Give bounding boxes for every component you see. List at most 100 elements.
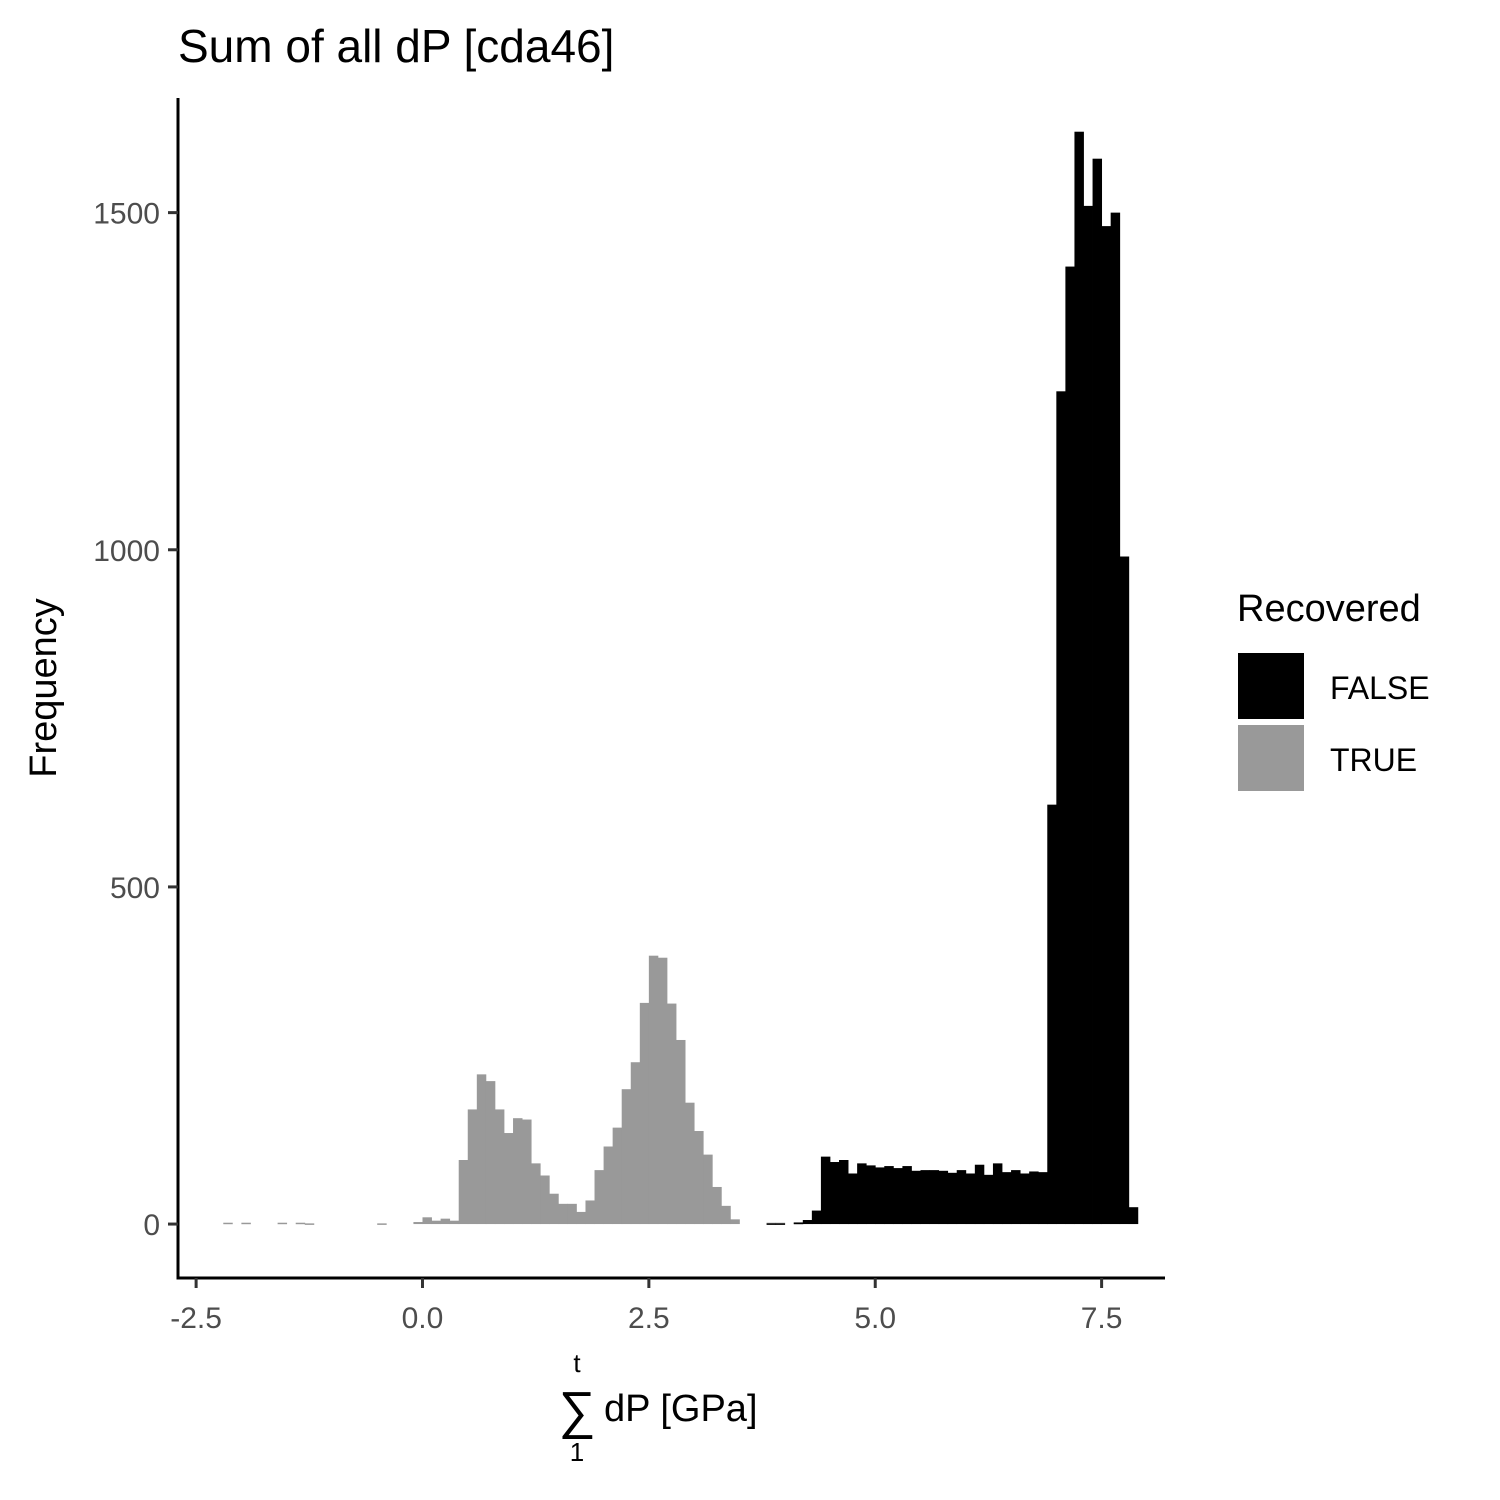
histogram-bar-false — [1002, 1172, 1012, 1225]
histogram-bar-false — [1101, 226, 1112, 1225]
histogram-bar-false — [884, 1166, 894, 1225]
histogram-bar-true — [703, 1154, 713, 1225]
histogram-bar-false — [811, 1210, 822, 1225]
x-tick-label: 2.5 — [628, 1302, 670, 1335]
histogram-bar-false — [1020, 1173, 1030, 1225]
histogram-bar-false — [947, 1172, 958, 1225]
legend-label-true: TRUE — [1330, 742, 1417, 778]
x-axis-sum-lower-limit: 1 — [570, 1437, 584, 1467]
histogram-bar-false — [1092, 158, 1103, 1225]
histogram-bar-true — [612, 1127, 623, 1225]
histogram-bar-true — [730, 1219, 740, 1225]
histogram-bar-false — [1083, 205, 1093, 1225]
histogram-bar-false — [857, 1163, 867, 1225]
histogram-bar-false — [766, 1223, 777, 1225]
histogram-bar-false — [775, 1223, 786, 1225]
histogram-bar-true — [522, 1119, 532, 1225]
histogram-bar-true — [503, 1133, 514, 1225]
histogram-bar-true — [413, 1222, 423, 1225]
histogram-bar-true — [712, 1186, 722, 1225]
histogram-bar-true — [277, 1222, 288, 1225]
histogram-bar-true — [513, 1118, 523, 1225]
histogram-bar-true — [485, 1081, 496, 1225]
x-tick-label: -2.5 — [170, 1302, 222, 1335]
histogram-bar-true — [603, 1146, 614, 1225]
histogram-bar-false — [1011, 1170, 1021, 1225]
histogram-bar-true — [585, 1200, 595, 1225]
histogram-bar-false — [1065, 266, 1075, 1225]
histogram-bar-false — [802, 1220, 813, 1225]
histogram-bar-false — [965, 1173, 976, 1225]
histogram-bar-false — [992, 1163, 1003, 1225]
histogram-bar-true — [458, 1160, 469, 1225]
histogram-bar-true — [223, 1222, 233, 1225]
histogram-bar-false — [839, 1160, 849, 1225]
y-axis-title: Frequency — [23, 598, 65, 778]
histogram-bar-false — [983, 1174, 994, 1225]
histogram-bar-false — [1056, 391, 1066, 1225]
histogram-bar-false — [1038, 1172, 1048, 1225]
x-tick-label: 0.0 — [402, 1302, 444, 1335]
legend: Recovered FALSE TRUE — [1237, 588, 1430, 791]
histogram-bar-false — [911, 1170, 921, 1225]
histogram-bar-true — [657, 957, 668, 1225]
y-tick-label: 1500 — [93, 198, 160, 231]
histogram-bar-true — [630, 1062, 641, 1225]
histogram-bar-true — [431, 1220, 441, 1225]
axes — [176, 98, 1165, 1280]
x-axis-summation-symbol: ∑ — [558, 1382, 595, 1440]
y-tick-label: 0 — [143, 1209, 160, 1242]
histogram-bar-true — [694, 1131, 704, 1225]
histogram-bar-false — [1074, 131, 1084, 1225]
histogram-bar-false — [1110, 212, 1121, 1225]
legend-key-true — [1238, 725, 1304, 791]
legend-title: Recovered — [1237, 588, 1421, 630]
histogram-bar-true — [685, 1102, 695, 1225]
histogram-bar-true — [449, 1220, 460, 1225]
histogram-bar-true — [422, 1217, 432, 1225]
histogram-bar-false — [929, 1170, 940, 1225]
histogram-bar-false — [902, 1166, 912, 1225]
y-tick-label: 500 — [110, 872, 160, 905]
histogram-bar-true — [531, 1163, 541, 1225]
histogram-bar-false — [1128, 1207, 1139, 1225]
histogram-bar-false — [875, 1167, 885, 1225]
histogram-bar-true — [558, 1203, 568, 1225]
histogram-bar-false — [848, 1173, 858, 1225]
histogram-bar-true — [676, 1039, 686, 1225]
histogram-bar-true — [594, 1170, 604, 1225]
histogram-bar-true — [304, 1223, 315, 1225]
histogram-bar-false — [893, 1168, 903, 1225]
histogram-bar-true — [648, 955, 659, 1225]
histogram-bar-false — [829, 1162, 840, 1225]
histogram-bar-true — [540, 1175, 550, 1225]
histogram-bar-false — [974, 1164, 985, 1225]
x-axis-sum-upper-limit: t — [573, 1348, 581, 1378]
x-tick-label: 7.5 — [1081, 1302, 1123, 1335]
histogram-bar-true — [440, 1218, 451, 1225]
histogram-bar-false — [1047, 804, 1057, 1225]
histogram-bar-false — [956, 1170, 967, 1225]
chart-title: Sum of all dP [cda46] — [178, 20, 614, 72]
histogram-bar-true — [549, 1193, 559, 1225]
legend-key-false — [1238, 653, 1304, 719]
histogram-bar-false — [820, 1156, 831, 1225]
histogram-bar-false — [938, 1170, 949, 1225]
axis-ticks: 0 500 1000 1500 -2.5 0.0 2.5 5.0 7.5 — [93, 198, 1122, 1335]
histogram-bar-true — [666, 1003, 677, 1225]
histogram-bar-true — [476, 1074, 487, 1225]
histogram-bar-false — [920, 1170, 930, 1225]
y-tick-label: 1000 — [93, 535, 160, 568]
histogram-bar-true — [567, 1203, 577, 1225]
x-axis-title: t ∑ 1 dP [GPa] — [558, 1348, 757, 1467]
histogram-bar-true — [494, 1109, 505, 1225]
histogram-bar-false — [1119, 556, 1130, 1225]
histogram-bar-false — [1029, 1171, 1039, 1225]
histogram-bar-true — [639, 1002, 650, 1225]
histogram-bar-true — [377, 1223, 387, 1225]
legend-label-false: FALSE — [1330, 670, 1430, 706]
x-tick-label: 5.0 — [854, 1302, 896, 1335]
histogram-bar-false — [866, 1165, 876, 1225]
histogram-bars — [223, 131, 1139, 1225]
